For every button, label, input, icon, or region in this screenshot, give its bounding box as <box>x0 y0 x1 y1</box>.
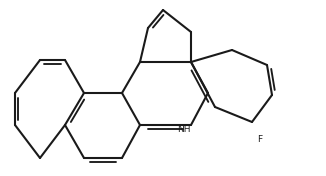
Text: F: F <box>258 136 262 144</box>
Text: NH: NH <box>177 125 191 134</box>
